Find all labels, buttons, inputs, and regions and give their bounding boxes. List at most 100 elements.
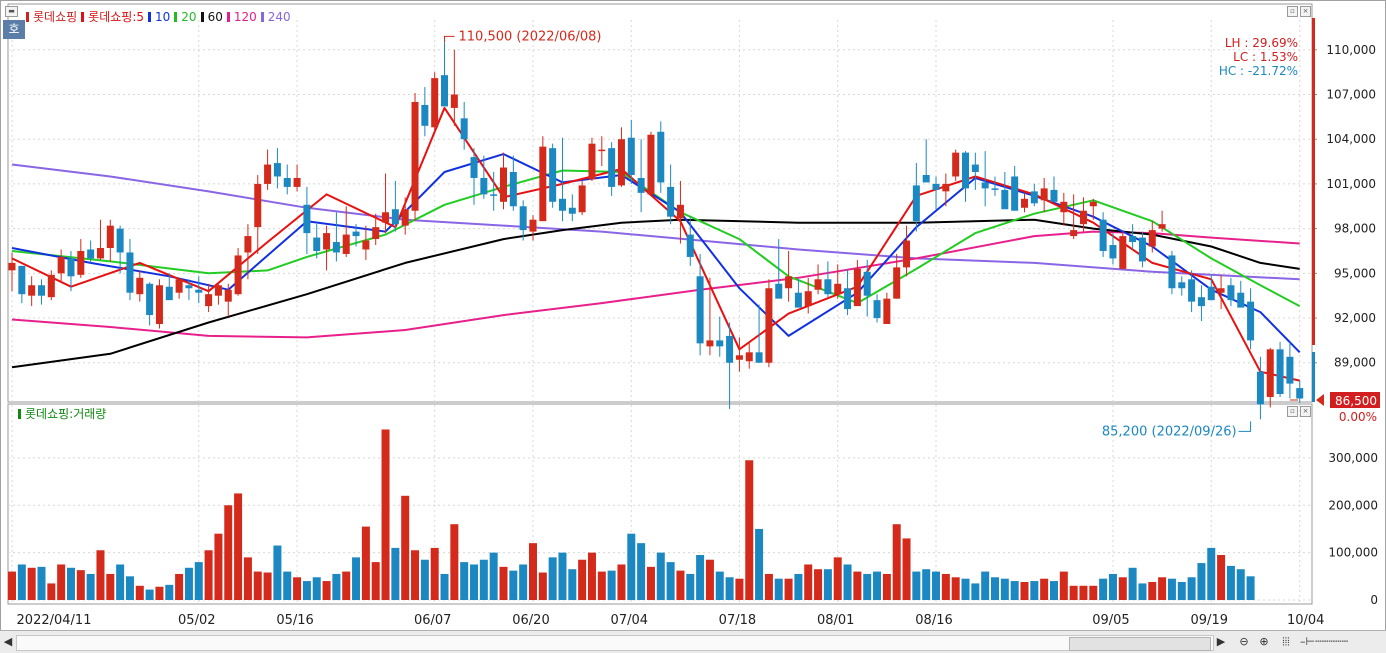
volume-bar: [106, 573, 115, 600]
volume-bar: [440, 573, 449, 600]
legend-marker: [26, 12, 29, 22]
scrollbar-thumb[interactable]: [1069, 637, 1211, 651]
candle-body: [962, 152, 970, 189]
hc-stat: HC : -21.72%: [1219, 64, 1298, 78]
legend-label: 10: [155, 10, 171, 24]
candle-body: [775, 283, 783, 299]
zoom-slider-icon[interactable]: –⊢┄┄┄┄┄: [1300, 635, 1349, 648]
legend-marker: [226, 12, 230, 22]
volume-bar: [293, 577, 302, 600]
legend-item[interactable]: 60: [200, 10, 223, 24]
volume-bar: [273, 545, 282, 600]
zoom-out-icon[interactable]: ⊖: [1239, 635, 1249, 648]
candle-body: [903, 240, 911, 268]
volume-bar: [1197, 563, 1206, 600]
volume-bar: [991, 577, 999, 600]
ma20-line: [11, 169, 1301, 307]
candle-body: [1030, 191, 1038, 204]
candle-body: [480, 177, 488, 195]
candle-body: [1148, 230, 1156, 247]
candle-body: [529, 219, 537, 232]
volume-panel-close-button[interactable]: ×: [1300, 406, 1311, 417]
candle-body: [824, 279, 832, 295]
volume-bar: [1148, 582, 1157, 600]
volume-bar: [617, 564, 626, 600]
volume-bar: [509, 570, 518, 600]
price-range-bar-down: [1312, 352, 1315, 402]
volume-bar: [1069, 585, 1078, 600]
candle-body: [1138, 237, 1146, 262]
candle-body: [726, 335, 734, 363]
date-tick-label: 06/07: [414, 613, 451, 628]
candle-body: [755, 352, 763, 363]
volume-bar: [1167, 578, 1176, 600]
volume-bar: [204, 550, 213, 600]
legend-item[interactable]: 롯데쇼핑:5: [81, 10, 144, 24]
candle-body: [1158, 224, 1166, 229]
lc-stat: LC : 1.53%: [1233, 50, 1298, 64]
horizontal-scrollbar[interactable]: [16, 635, 1214, 651]
volume-bar: [371, 562, 380, 600]
legend-label: 60: [207, 10, 223, 24]
volume-bar: [715, 571, 724, 600]
candle-body: [765, 288, 773, 363]
lh-stat: LH : 29.69%: [1225, 36, 1298, 50]
ma240-line: [11, 163, 1300, 281]
candle-body: [1109, 245, 1117, 259]
candle-body: [470, 157, 478, 178]
volume-bar: [135, 585, 144, 600]
volume-bar: [696, 555, 705, 600]
volume-bar: [676, 570, 685, 600]
top-left-window-icon[interactable]: ▬: [5, 6, 18, 17]
legend-item[interactable]: 240: [260, 10, 291, 24]
date-tick-label: 09/19: [1191, 613, 1228, 628]
volume-bar: [1128, 567, 1137, 600]
candle-body: [667, 186, 675, 217]
chart-mode-badge[interactable]: 호: [3, 20, 25, 39]
candle-body: [87, 249, 95, 259]
bar-count-icon[interactable]: ⦙⦙⦙: [1282, 635, 1290, 648]
candle-body: [1178, 282, 1186, 289]
volume-bar: [27, 567, 36, 600]
volume-bar: [411, 550, 420, 600]
scroll-left-button[interactable]: ◀: [3, 635, 13, 648]
candle-body: [382, 212, 390, 223]
candle-body: [224, 289, 232, 302]
legend-item[interactable]: 10: [148, 10, 170, 24]
volume-bar: [755, 528, 764, 600]
volume-bar: [941, 573, 950, 600]
price-tick-label: 104,000: [1326, 132, 1376, 146]
legend-item[interactable]: 롯데쇼핑: [26, 10, 77, 24]
candle-body: [539, 146, 547, 222]
price-panel-close-button[interactable]: ×: [1300, 6, 1311, 17]
candle-body: [1237, 292, 1245, 308]
volume-bar: [784, 578, 793, 600]
volume-bar: [705, 559, 714, 600]
volume-bar: [57, 564, 66, 600]
volume-bar: [450, 524, 459, 600]
volume-bar: [882, 573, 891, 600]
candle-body: [205, 294, 213, 307]
volume-bar: [853, 571, 862, 600]
candle-body: [696, 276, 704, 344]
candle-body: [1247, 301, 1255, 341]
volume-bar: [833, 557, 842, 600]
legend-item[interactable]: 120: [226, 10, 257, 24]
candle-body: [981, 182, 989, 189]
volume-panel-minimize-button[interactable]: ▫: [1287, 406, 1298, 417]
candle-body: [608, 148, 616, 187]
volume-bar: [538, 572, 547, 600]
scroll-right-button[interactable]: ▶: [1216, 635, 1226, 648]
chart-footer: ◀ ▶ ⊖ ⊕ ⦙⦙⦙ –⊢┄┄┄┄┄: [0, 630, 1386, 653]
legend-item[interactable]: 20: [174, 10, 197, 24]
price-panel-minimize-button[interactable]: ▫: [1287, 6, 1298, 17]
candle-body: [568, 207, 576, 214]
volume-bar: [823, 569, 832, 600]
zoom-in-icon[interactable]: ⊕: [1259, 635, 1269, 648]
candle-body: [647, 134, 655, 195]
volume-bar: [312, 577, 321, 600]
volume-bar: [725, 577, 734, 600]
candle-body: [814, 279, 822, 290]
volume-bar: [981, 571, 990, 600]
date-tick-label: 06/20: [512, 613, 549, 628]
